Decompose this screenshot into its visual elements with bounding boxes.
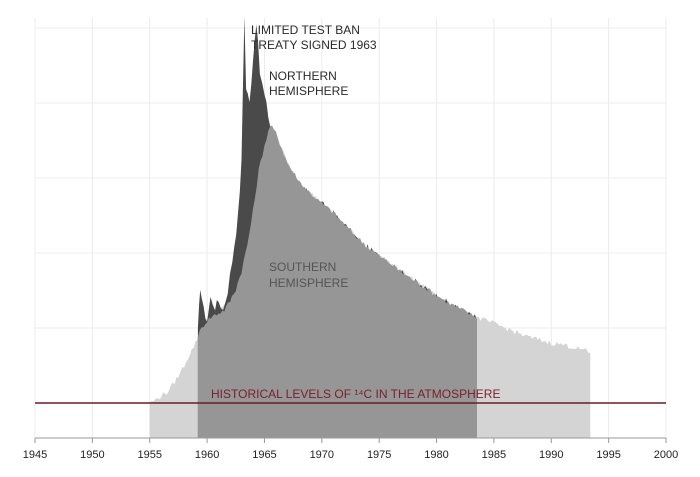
- annotation-treaty-line2: TREATY SIGNED 1963: [251, 38, 377, 52]
- x-tick-label: 1990: [539, 449, 563, 461]
- x-tick-label: 1995: [596, 449, 620, 461]
- x-tick-label: 1960: [195, 449, 219, 461]
- area-series-1: [197, 125, 477, 438]
- x-tick-label: 1965: [252, 449, 276, 461]
- chart-areas: [149, 15, 591, 439]
- x-tick-label: 1950: [80, 449, 104, 461]
- x-tick-label: 1985: [482, 449, 506, 461]
- annotation-south-line2: HEMISPHERE: [269, 276, 348, 290]
- x-tick-label: 1980: [424, 449, 448, 461]
- x-tick-label: 2000: [654, 449, 678, 461]
- annotation-south-line1: SOUTHERN: [269, 260, 336, 274]
- x-tick-label: 1975: [367, 449, 391, 461]
- annotation-treaty-line1: LIMITED TEST BAN: [251, 23, 360, 37]
- x-tick-label: 1970: [310, 449, 334, 461]
- annotation-north-line2: HEMISPHERE: [269, 84, 348, 98]
- x-tick-label: 1945: [23, 449, 47, 461]
- chart-annotations: LIMITED TEST BAN TREATY SIGNED 1963 NORT…: [251, 23, 377, 290]
- x-tick-label: 1955: [137, 449, 161, 461]
- historical-reference: HISTORICAL LEVELS OF ¹⁴C IN THE ATMOSPHE…: [35, 387, 666, 404]
- annotation-north-line1: NORTHERN: [269, 69, 337, 83]
- reference-line-label: HISTORICAL LEVELS OF ¹⁴C IN THE ATMOSPHE…: [211, 387, 500, 401]
- x-axis: 1945 1950 1955 1960 1965 1970 1975 1980 1985 1990…: [23, 437, 678, 461]
